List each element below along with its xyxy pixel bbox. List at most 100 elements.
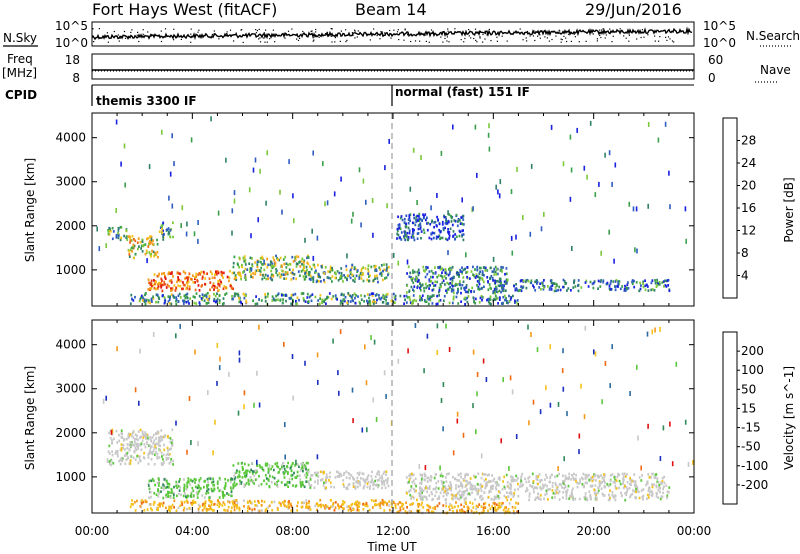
noise-search-point [641,29,643,31]
echo-cell [283,502,285,506]
echo-cell [404,298,406,302]
echo-cell [379,501,382,505]
echo-cell [190,495,193,498]
echo-cell [528,495,531,498]
echo-cell [659,486,661,490]
echo-cell [411,279,413,282]
echo-cell [502,287,505,290]
sparse-echo [510,189,513,195]
echo-cell [655,280,658,284]
echo-cell [167,435,169,439]
echo-cell [562,491,565,494]
echo-cell [149,242,151,246]
echo-cell [153,443,156,446]
echo-cell [194,501,197,504]
echo-cell [470,486,473,489]
echo-cell [304,300,307,303]
echo-cell [488,489,491,493]
echo-cell [182,270,185,273]
echo-cell [312,278,315,281]
echo-cell [268,475,271,478]
echo-cell [338,473,341,476]
echo-cell [568,472,571,476]
echo-cell [479,266,482,270]
echo-cell [279,256,282,260]
echo-cell [236,501,239,505]
echo-cell [362,486,365,489]
echo-cell [491,505,493,508]
echo-cell [131,297,133,301]
echo-cell [426,266,429,269]
echo-cell [663,485,665,488]
echo-cell [441,267,444,270]
echo-cell [657,489,660,492]
echo-cell [195,275,198,278]
echo-cell [272,468,275,472]
echo-cell [306,268,308,272]
echo-cell [461,270,463,274]
echo-cell [199,505,201,508]
echo-cell [163,301,166,305]
echo-cell [412,473,415,477]
echo-cell [169,440,172,444]
echo-cell [459,484,462,487]
noise-search-point [548,30,550,33]
echo-cell [555,283,558,286]
echo-cell [383,470,386,474]
echo-cell [548,288,551,291]
echo-cell [394,503,397,507]
echo-cell [558,285,561,289]
echo-cell [515,287,518,290]
echo-cell [475,510,478,514]
echo-cell [330,297,333,301]
echo-cell [164,434,166,437]
echo-cell [596,497,598,500]
echo-cell [211,509,214,512]
echo-cell [281,265,283,269]
echo-cell [177,485,180,488]
echo-cell [413,216,416,220]
freq-left-tick-bottom: 8 [72,71,80,85]
echo-cell [191,503,193,506]
echo-cell [122,443,124,447]
echo-cell [261,274,264,277]
echo-cell [112,230,115,233]
echo-cell [565,281,568,285]
echo-cell [270,269,273,273]
echo-cell [130,441,132,444]
echo-cell [307,507,310,511]
echo-cell [500,282,502,285]
echo-cell [441,276,444,280]
echo-cell [244,273,247,277]
echo-cell [408,229,411,232]
echo-cell [166,228,169,231]
echo-cell [143,442,146,446]
echo-cell [574,285,577,288]
echo-cell [509,298,512,301]
echo-cell [662,491,665,495]
echo-cell [372,481,375,484]
sparse-echo [180,223,182,229]
echo-cell [358,473,361,476]
echo-cell [470,290,472,293]
echo-cell [618,486,620,490]
sparse-echo [536,347,539,353]
echo-cell [278,258,280,262]
echo-cell [254,261,256,264]
echo-cell [492,270,495,273]
echo-cell [415,277,418,280]
echo-cell [329,270,331,274]
sparse-echo [253,402,255,408]
echo-cell [363,300,365,303]
echo-cell [412,479,415,482]
echo-cell [557,288,559,292]
noise-right-tick-bottom: 10^0 [703,36,736,50]
noise-search-point [602,28,604,30]
echo-cell [407,481,409,485]
echo-cell [445,272,448,276]
echo-cell [184,271,187,275]
noise-search-point [369,39,371,41]
echo-cell [479,270,481,273]
echo-cell [383,297,386,301]
echo-cell [347,274,350,278]
